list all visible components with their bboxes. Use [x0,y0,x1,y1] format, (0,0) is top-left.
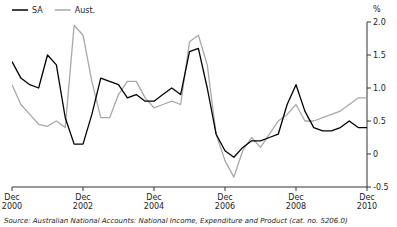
x-tick-label: Dec2008 [286,193,306,211]
y-tick [367,154,371,155]
y-tick [367,55,371,56]
legend-label: Aust. [75,6,95,15]
x-tick [154,187,155,191]
plot-area [12,25,367,177]
y-tick [367,88,371,89]
x-tick [367,187,368,191]
legend-swatch [55,9,71,11]
source-note: Source: Australian National Accounts: Na… [4,217,348,225]
y-axis-label: % [373,5,381,14]
y-tick-label: -0.5 [373,183,389,192]
x-axis-line [12,187,367,188]
x-tick-label: Dec2002 [73,193,93,211]
x-tick [225,187,226,191]
legend-swatch [12,9,28,11]
y-tick-label: 0.5 [373,117,386,126]
chart: -0.5 0 0.5 1.0 1.5 2.0% Dec2000 Dec2002 Dec2004 D… [0,0,397,227]
y-tick [367,187,371,188]
x-tick-label: Dec2000 [2,193,22,211]
y-tick-label: 1.5 [373,51,386,60]
y-tick [367,121,371,122]
x-tick [83,187,84,191]
legend-label: SA [32,6,43,15]
y-tick [367,22,371,23]
x-tick [12,187,13,191]
x-tick-label: Dec2010 [357,193,377,211]
y-axis-line [367,22,368,187]
y-tick-label: 0 [373,150,378,159]
line-series [12,48,367,157]
x-tick [296,187,297,191]
x-tick-label: Dec2004 [144,193,164,211]
y-tick-label: 1.0 [373,84,386,93]
y-tick-label: 2.0 [373,18,386,27]
line-series [12,25,367,177]
x-tick-label: Dec2006 [215,193,235,211]
